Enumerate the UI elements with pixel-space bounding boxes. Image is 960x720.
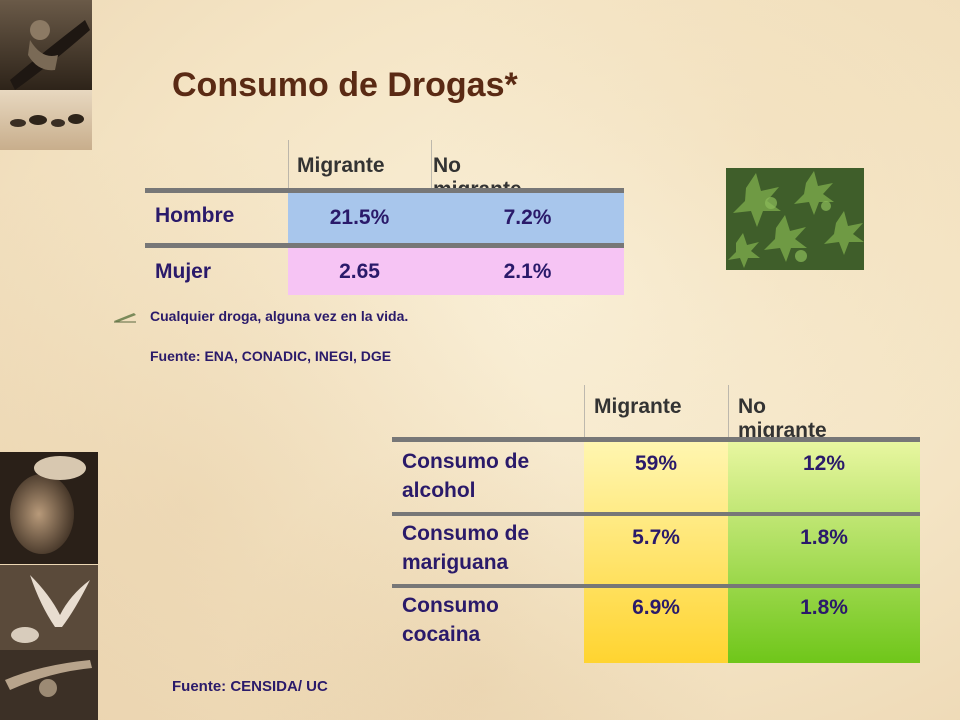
row-divider	[392, 584, 920, 588]
footnote-definition: Cualquier droga, alguna vez en la vida.	[150, 308, 409, 324]
photo-marijuana-leaves	[726, 168, 864, 270]
bullet-icon	[112, 310, 138, 323]
row-divider	[392, 437, 920, 442]
cell-value: 5.7%	[632, 526, 680, 549]
source-censida: Fuente: CENSIDA/ UC	[172, 678, 328, 695]
cell-value: 1.8%	[800, 596, 848, 619]
photo-bird-figure	[0, 565, 98, 650]
row-background	[288, 193, 624, 243]
cell-value: 1.8%	[800, 526, 848, 549]
row-divider	[145, 243, 624, 248]
row-divider	[392, 512, 920, 516]
row-label: Mujer	[155, 260, 212, 283]
row-divider	[145, 188, 624, 193]
header-migrante: Migrante	[297, 154, 385, 177]
no-migrante-column-fill	[728, 442, 920, 663]
row-background	[288, 248, 624, 295]
cell-value: 2.65	[339, 259, 380, 283]
cell-value: 21.5%	[329, 206, 390, 229]
cell-value: 12%	[802, 452, 846, 475]
photo-child-portrait	[0, 452, 98, 564]
cell-value: 59%	[634, 452, 678, 475]
row-label: Consumo de alcohol	[402, 450, 530, 502]
cell-value: 2.1%	[503, 259, 552, 283]
cell-value: 7.2%	[503, 206, 552, 229]
page-title: Consumo de Drogas*	[172, 66, 518, 104]
photo-boat-figure	[0, 0, 92, 92]
header-no-migrante: No migrante	[738, 395, 827, 442]
photo-desert-figures	[0, 90, 92, 150]
row-label: Consumo cocaina	[402, 594, 499, 646]
migrante-column-fill	[584, 442, 728, 663]
footnote-source: Fuente: ENA, CONADIC, INEGI, DGE	[150, 348, 392, 364]
photo-dancer	[0, 650, 98, 720]
row-label: Consumo de mariguana	[402, 522, 530, 574]
header-migrante: Migrante	[594, 395, 682, 418]
row-label: Hombre	[155, 204, 235, 227]
cell-value: 6.9%	[632, 596, 680, 619]
